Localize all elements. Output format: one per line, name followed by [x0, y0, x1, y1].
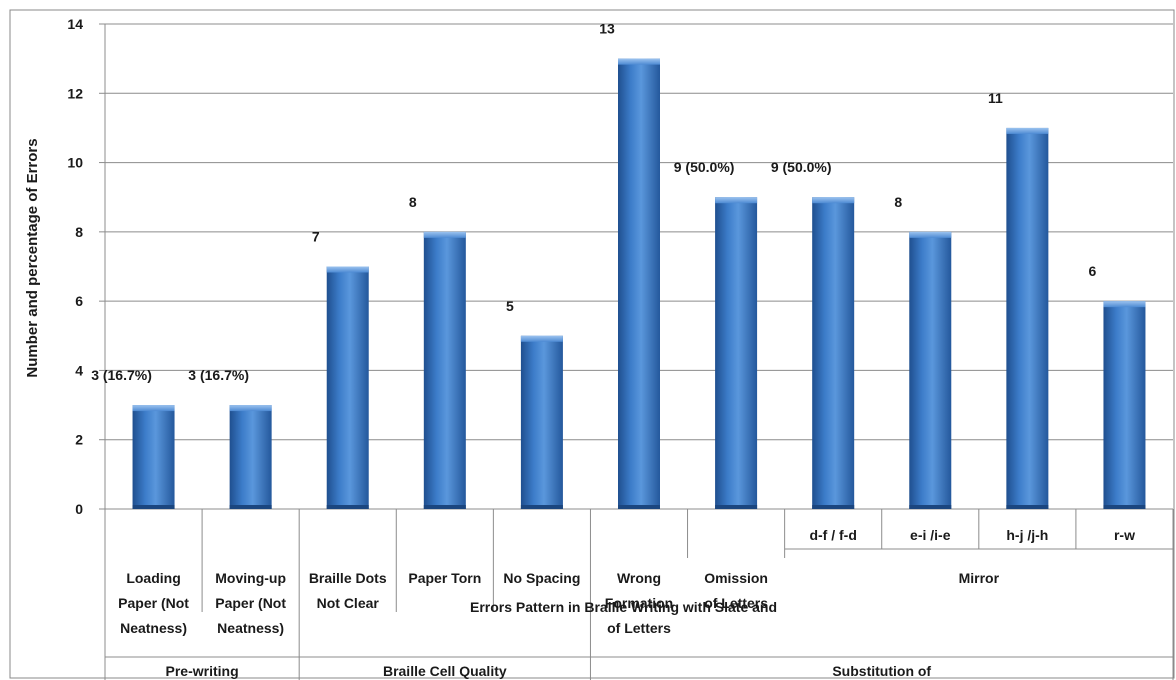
bar-body	[326, 266, 369, 509]
data-label: 13	[599, 21, 615, 37]
group-label: Pre-writing	[166, 663, 239, 679]
data-labels: 3 (16.7%) 3 (16.7%) 7 8 5 13 9 (50.0%) 9 (50.0%…	[91, 21, 1096, 383]
x-sublabel: d-f / f-d	[809, 527, 856, 543]
y-tick-label: 8	[75, 224, 83, 240]
bar-base	[520, 505, 563, 509]
bar	[715, 197, 758, 509]
bar-cap	[423, 231, 466, 238]
bar	[1006, 127, 1049, 509]
data-label: 8	[409, 194, 417, 210]
bar-base	[132, 505, 175, 509]
bar-cap	[715, 197, 758, 204]
bar	[618, 58, 660, 510]
bar-body	[909, 231, 952, 509]
x-category-label: Not Clear	[317, 595, 380, 611]
x-category-label: Loading	[126, 570, 180, 586]
bar-base	[229, 505, 272, 509]
mid-group-label: Mirror	[959, 570, 1000, 586]
bar	[326, 266, 369, 509]
bar-base	[423, 505, 466, 509]
bar	[423, 231, 466, 509]
bar-cap	[132, 405, 175, 412]
bar-body	[229, 405, 272, 509]
x-sublabel: h-j /j-h	[1006, 527, 1048, 543]
bar-body	[618, 58, 660, 510]
bar-base	[715, 505, 758, 509]
bar	[909, 231, 952, 509]
x-category-label: Paper (Not	[215, 595, 286, 611]
bar-cap	[618, 58, 660, 65]
y-tick-label: 2	[75, 432, 83, 448]
x-category-label: Moving-up	[215, 570, 286, 586]
bar-base	[618, 505, 660, 509]
x-category-label: Paper Torn	[408, 570, 481, 586]
bar-body	[423, 231, 466, 509]
x-sublabel: e-i /i-e	[910, 527, 951, 543]
bar-base	[812, 505, 855, 509]
x-category-label: Omission	[704, 570, 768, 586]
bar-body	[812, 197, 855, 509]
bar-cap	[1103, 301, 1146, 308]
bar-cap	[909, 231, 952, 238]
data-label: 8	[894, 194, 902, 210]
bar	[812, 197, 855, 509]
data-label: 11	[988, 90, 1003, 106]
bar	[1103, 301, 1146, 509]
y-tick-label: 14	[67, 16, 83, 32]
bar	[229, 405, 272, 509]
x-axis: Loading Paper (Not Neatness) Moving-up Paper…	[104, 509, 1174, 680]
x-category-label: Wrong	[617, 570, 661, 586]
bar-body	[520, 335, 563, 509]
x-category-label: Paper (Not	[118, 595, 189, 611]
bar	[520, 335, 563, 509]
bar-cap	[1006, 127, 1049, 134]
bar-base	[1006, 505, 1049, 509]
x-category-label: of Letters	[607, 620, 671, 636]
chart-border	[9, 9, 1175, 679]
x-category-label: Neatness)	[217, 620, 284, 636]
x-category-label: of Letters	[704, 595, 768, 611]
bar-base	[326, 505, 369, 509]
y-tick-label: 0	[75, 501, 83, 517]
bars	[132, 58, 1146, 510]
y-tick-label: 6	[75, 293, 83, 309]
bar-cap	[520, 335, 563, 342]
x-category-label: Neatness)	[120, 620, 187, 636]
data-label: 7	[312, 229, 320, 245]
x-category-label: Braille Dots	[309, 570, 387, 586]
bar-cap	[229, 405, 272, 412]
data-label: 9 (50.0%)	[674, 159, 735, 175]
bar-base	[1103, 505, 1146, 509]
group-label: Braille Cell Quality	[383, 663, 507, 679]
bar-body	[715, 197, 758, 509]
bar-body	[1006, 127, 1049, 509]
x-sublabel: r-w	[1114, 527, 1135, 543]
data-label: 5	[506, 298, 514, 314]
bar-cap	[326, 266, 369, 273]
bar	[132, 405, 175, 509]
data-label: 3 (16.7%)	[91, 367, 152, 383]
bar-body	[1103, 301, 1146, 509]
x-category-label: Formation	[605, 595, 673, 611]
y-tick-label: 12	[67, 85, 83, 101]
group-label: Substitution of	[832, 663, 931, 679]
bar-cap	[812, 197, 855, 204]
x-axis-title: Errors Pattern in Braille Writing with S…	[470, 599, 777, 615]
y-tick-label: 10	[67, 155, 83, 171]
data-label: 9 (50.0%)	[771, 159, 832, 175]
data-label: 6	[1089, 263, 1097, 279]
y-axis: 0 2 4 6 8 10 12 14	[67, 16, 106, 517]
y-axis-title: Number and percentage of Errors	[24, 138, 41, 377]
bar-base	[909, 505, 952, 509]
bar-body	[132, 405, 175, 509]
data-label: 3 (16.7%)	[188, 367, 249, 383]
x-category-label: No Spacing	[503, 570, 580, 586]
y-tick-label: 4	[75, 362, 83, 378]
